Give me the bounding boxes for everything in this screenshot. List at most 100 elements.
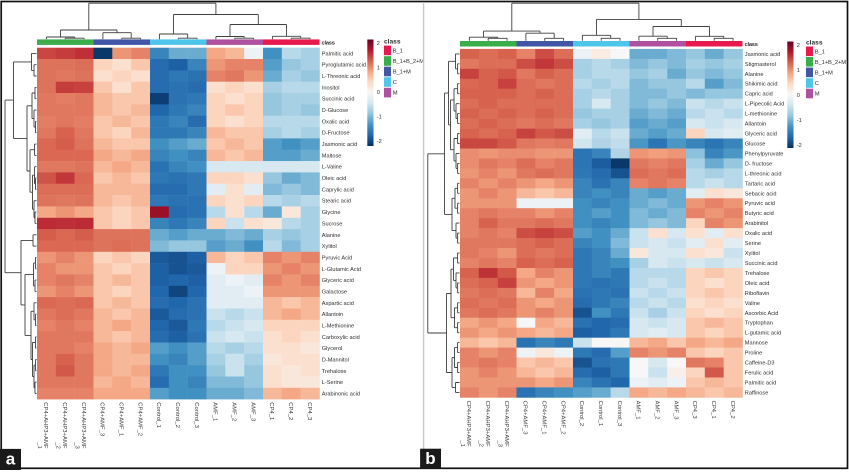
svg-text:CP4+AHP3+AMF: CP4+AHP3+AMF bbox=[465, 401, 471, 448]
svg-text:Palmitic acid: Palmitic acid bbox=[745, 381, 776, 387]
svg-text:_1: _1 bbox=[459, 439, 465, 447]
svg-text:Jasmonic acid: Jasmonic acid bbox=[745, 52, 780, 58]
svg-text:Aspartic acid: Aspartic acid bbox=[322, 301, 354, 307]
svg-text:Stigmasterol: Stigmasterol bbox=[745, 62, 776, 68]
svg-text:CP4_1: CP4_1 bbox=[710, 401, 716, 419]
svg-text:Alanine: Alanine bbox=[322, 233, 341, 239]
svg-text:Stearic acid: Stearic acid bbox=[322, 199, 351, 205]
svg-text:class: class bbox=[806, 40, 823, 47]
svg-text:Pyruvic acid: Pyruvic acid bbox=[745, 201, 775, 207]
svg-text:Allantoin: Allantoin bbox=[322, 312, 343, 318]
svg-text:L-threonic acid: L-threonic acid bbox=[745, 171, 782, 177]
svg-text:Alanine: Alanine bbox=[745, 72, 764, 78]
svg-text:Succinic acid: Succinic acid bbox=[322, 97, 355, 103]
svg-text:CP4+AHP3+AMF: CP4+AHP3+AMF bbox=[80, 402, 86, 449]
svg-text:class: class bbox=[322, 40, 335, 46]
svg-text:a: a bbox=[6, 450, 16, 469]
svg-text:Serine: Serine bbox=[745, 241, 761, 247]
svg-text:Butyric acid: Butyric acid bbox=[745, 211, 774, 217]
svg-text:_1: _1 bbox=[36, 441, 42, 449]
svg-text:Xylitol: Xylitol bbox=[322, 244, 337, 250]
svg-text:Proline: Proline bbox=[745, 351, 762, 357]
svg-text:L-Serine: L-Serine bbox=[322, 380, 343, 386]
svg-text:Glycerol: Glycerol bbox=[322, 346, 343, 352]
svg-text:Trehalose: Trehalose bbox=[745, 271, 770, 277]
svg-text:Sebacic acid: Sebacic acid bbox=[745, 191, 777, 197]
svg-text:AMF_2: AMF_2 bbox=[231, 402, 237, 421]
svg-text:Inositol: Inositol bbox=[322, 85, 340, 91]
svg-text:Glucose: Glucose bbox=[745, 142, 766, 148]
svg-text:Arabinitol: Arabinitol bbox=[745, 221, 768, 227]
svg-text:L-Glutamic Acid: L-Glutamic Acid bbox=[322, 267, 361, 273]
svg-text:CP4_2: CP4_2 bbox=[287, 402, 293, 420]
svg-text:Trehalose: Trehalose bbox=[322, 369, 347, 375]
svg-text:L-Threonic acid: L-Threonic acid bbox=[322, 74, 361, 80]
svg-text:CP4+AHP3+AMF: CP4+AHP3+AMF bbox=[503, 401, 509, 448]
svg-text:Pyruvic Acid: Pyruvic Acid bbox=[322, 255, 352, 261]
svg-text:Oxalic acid: Oxalic acid bbox=[745, 231, 772, 237]
svg-text:B_1+M: B_1+M bbox=[393, 70, 411, 76]
svg-text:Glyceric acid: Glyceric acid bbox=[322, 278, 354, 284]
svg-text:Jasmonic acid: Jasmonic acid bbox=[322, 142, 357, 148]
svg-text:0: 0 bbox=[797, 93, 800, 99]
svg-text:Ascorbic Acid: Ascorbic Acid bbox=[745, 311, 779, 317]
svg-text:class: class bbox=[384, 39, 401, 46]
svg-text:CP4_1: CP4_1 bbox=[268, 402, 274, 420]
svg-text:Carboxylic acid: Carboxylic acid bbox=[322, 335, 360, 341]
svg-text:0: 0 bbox=[377, 90, 380, 96]
svg-text:L-Pipecolic Acid: L-Pipecolic Acid bbox=[745, 102, 785, 108]
svg-text:Maltose: Maltose bbox=[322, 153, 342, 159]
svg-text:CP4+AHP3+AMF: CP4+AHP3+AMF bbox=[484, 401, 490, 448]
svg-text:-2: -2 bbox=[377, 139, 382, 145]
svg-text:Succinic acid: Succinic acid bbox=[745, 261, 778, 267]
svg-text:C: C bbox=[815, 81, 819, 87]
svg-text:B_1+B_2+M: B_1+B_2+M bbox=[815, 60, 847, 66]
svg-text:Control_2: Control_2 bbox=[578, 401, 584, 427]
svg-text:B_1: B_1 bbox=[393, 49, 403, 55]
svg-text:b: b bbox=[425, 449, 435, 468]
svg-text:2: 2 bbox=[377, 41, 380, 47]
svg-text:L-methionine: L-methionine bbox=[745, 112, 777, 118]
svg-text:D-Mannitol: D-Mannitol bbox=[322, 358, 349, 364]
svg-text:Capric acid: Capric acid bbox=[745, 92, 773, 98]
svg-text:_3: _3 bbox=[74, 441, 80, 449]
svg-text:D-Glucose: D-Glucose bbox=[322, 108, 348, 114]
svg-text:Palmitic acid: Palmitic acid bbox=[322, 51, 353, 57]
svg-text:CP4+AMF_3: CP4+AMF_3 bbox=[522, 401, 528, 436]
svg-text:Shikimic acid: Shikimic acid bbox=[745, 82, 778, 88]
svg-text:CP4+AHP3+AMF: CP4+AHP3+AMF bbox=[61, 402, 67, 449]
svg-text:Caprylic acid: Caprylic acid bbox=[322, 187, 354, 193]
svg-text:Oleic acid: Oleic acid bbox=[745, 281, 770, 287]
svg-text:CP4+AMF_3: CP4+AMF_3 bbox=[99, 402, 105, 437]
svg-text:AMF_1: AMF_1 bbox=[212, 402, 218, 421]
svg-text:Glyceric acid: Glyceric acid bbox=[745, 132, 777, 138]
svg-text:1: 1 bbox=[797, 68, 800, 74]
svg-text:AMF_1: AMF_1 bbox=[635, 401, 641, 420]
svg-text:L-Methionine: L-Methionine bbox=[322, 324, 354, 330]
svg-text:2: 2 bbox=[797, 43, 800, 49]
svg-text:M: M bbox=[393, 91, 398, 97]
svg-text:Control_2: Control_2 bbox=[174, 402, 180, 428]
svg-text:_3: _3 bbox=[497, 439, 503, 447]
svg-text:Sucrose: Sucrose bbox=[322, 221, 343, 227]
svg-text:D-Fructose: D-Fructose bbox=[322, 131, 350, 137]
svg-text:-1: -1 bbox=[797, 118, 802, 124]
svg-text:M: M bbox=[815, 92, 820, 98]
svg-text:Raffinose: Raffinose bbox=[745, 390, 769, 396]
svg-text:CP4+AMF_1: CP4+AMF_1 bbox=[541, 401, 547, 435]
svg-text:B_1: B_1 bbox=[815, 49, 825, 55]
svg-text:1: 1 bbox=[377, 65, 380, 71]
svg-text:Tartaric acid: Tartaric acid bbox=[745, 181, 775, 187]
svg-text:AMF_3: AMF_3 bbox=[249, 402, 255, 422]
svg-text:Ferulic acid: Ferulic acid bbox=[745, 371, 774, 377]
svg-text:Phenylpyruvate: Phenylpyruvate bbox=[745, 151, 784, 157]
svg-text:Control_3: Control_3 bbox=[193, 402, 199, 428]
svg-text:L-Valine: L-Valine bbox=[322, 165, 342, 171]
svg-text:Caffeine-D3: Caffeine-D3 bbox=[745, 361, 775, 367]
svg-text:D- fructose: D- fructose bbox=[745, 161, 772, 167]
svg-text:AMF_3: AMF_3 bbox=[672, 401, 678, 421]
svg-text:CP4_3: CP4_3 bbox=[691, 401, 697, 420]
svg-text:Oxalic acid: Oxalic acid bbox=[322, 119, 349, 125]
svg-text:Allantoin: Allantoin bbox=[745, 122, 766, 128]
svg-text:CP4_2: CP4_2 bbox=[729, 401, 735, 419]
